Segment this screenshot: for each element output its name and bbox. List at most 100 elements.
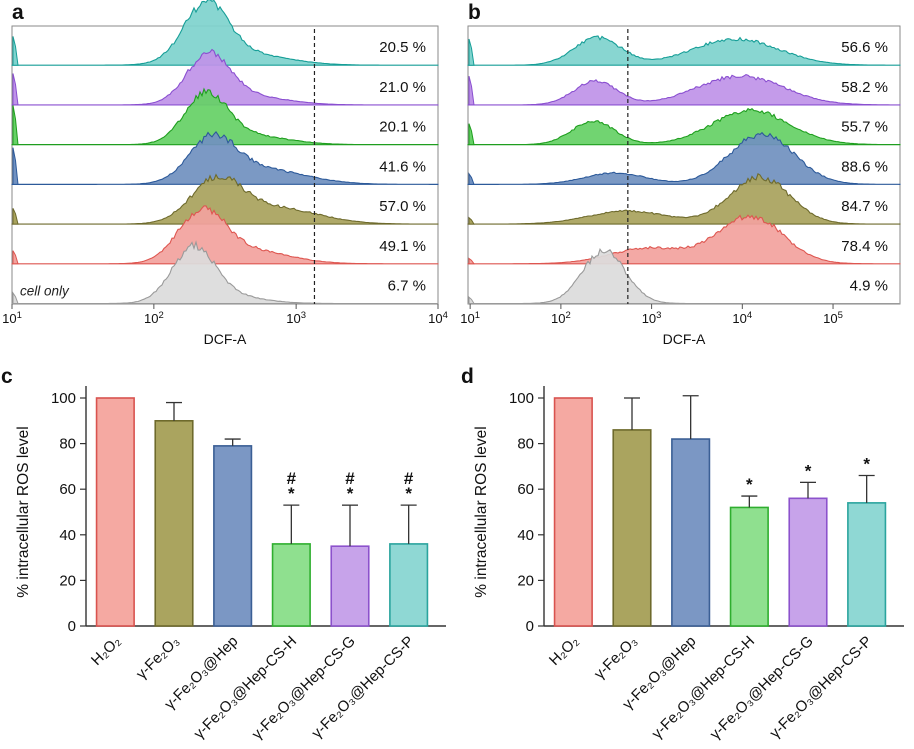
percent-label-gray: 4.9 % (850, 277, 888, 294)
significance-marker: # (345, 469, 355, 488)
histogram-curve-blue (11, 131, 439, 185)
y-tick-label: 40 (59, 527, 76, 544)
bar-γ-Fe₂O₃@Hep-CS-G (788, 497, 828, 627)
percent-label-olive: 57.0 % (379, 198, 426, 215)
bar-γ-Fe₂O₃@Hep-CS-P (847, 502, 887, 627)
category-label: H₂O₂ (88, 633, 124, 669)
percent-label-teal: 20.5 % (379, 39, 426, 56)
x-tick-label: 103 (642, 310, 662, 326)
x-axis-label: DCF-A (204, 331, 247, 347)
edge-spike-red (12, 250, 19, 265)
significance-marker: * (347, 484, 354, 503)
category-label: γ-Fe₂O₃@Hep-CS-G (249, 633, 359, 743)
edge-spike-purple (468, 75, 475, 106)
y-axis-label: % intracellular ROS level (15, 426, 32, 597)
significance-marker: # (404, 469, 414, 488)
edge-spike-teal (468, 38, 475, 66)
percent-label-blue: 88.6 % (841, 158, 888, 175)
bar-γ-Fe₂O₃@Hep-CS-H (271, 543, 311, 627)
percent-label-red: 49.1 % (379, 238, 426, 255)
x-tick-label: 105 (823, 310, 843, 326)
y-tick-label: 80 (517, 436, 534, 453)
edge-spike-gray (468, 296, 475, 304)
percent-label-purple: 21.0 % (379, 79, 426, 96)
histogram-curve-purple (11, 48, 439, 106)
y-tick-label: 60 (59, 481, 76, 498)
y-tick-label: 20 (59, 572, 76, 589)
x-tick-label: 102 (144, 310, 164, 326)
histogram-curve-gray (12, 240, 438, 305)
edge-spike-olive (12, 208, 19, 225)
flow-histogram-panel-a: 20.5 % 21.0 % 20.1 % 41.6 % 57.0 % 49.1 % 6.7 … (2, 0, 448, 347)
category-label: H₂O₂ (546, 633, 582, 669)
y-tick-label: 100 (509, 390, 534, 407)
panel-letter-d: d (461, 365, 474, 388)
significance-marker: # (287, 469, 297, 488)
edge-spike-red (468, 257, 475, 265)
percent-label-red: 78.4 % (841, 238, 888, 255)
bar-H₂O₂ (95, 397, 135, 627)
panel-letter-a: a (12, 1, 24, 24)
bar-γ-Fe₂O₃@Hep-CS-G (330, 545, 370, 627)
bar-γ-Fe₂O₃@Hep (213, 445, 253, 627)
x-tick-label: 104 (428, 310, 448, 326)
edge-spike-blue (468, 172, 475, 185)
edge-spike-purple (12, 73, 19, 106)
y-tick-label: 100 (51, 390, 76, 407)
y-tick-label: 0 (68, 618, 76, 635)
x-tick-label: 102 (551, 310, 571, 326)
edge-spike-olive (468, 216, 475, 225)
y-tick-label: 60 (517, 481, 534, 498)
x-tick-label: 104 (732, 310, 752, 326)
significance-marker: * (863, 455, 870, 474)
histogram-curve-purple (467, 73, 901, 106)
category-label: γ-Fe₂O₃@Hep-CS-P (308, 633, 417, 742)
percent-label-blue: 41.6 % (379, 158, 426, 175)
histogram-curve-teal (467, 35, 901, 66)
panel-letter-c: c (1, 365, 13, 388)
histogram-curve-olive (467, 172, 901, 225)
percent-label-green: 55.7 % (841, 119, 888, 136)
bar-γ-Fe₂O₃ (612, 429, 652, 627)
significance-marker: * (288, 484, 295, 503)
panel-letter-b: b (468, 1, 481, 24)
x-tick-label: 101 (2, 310, 22, 326)
y-tick-label: 20 (517, 572, 534, 589)
percent-label-purple: 58.2 % (841, 79, 888, 96)
bar-γ-Fe₂O₃@Hep-CS-H (729, 506, 769, 627)
bar-γ-Fe₂O₃@Hep (671, 438, 711, 627)
histogram-curve-teal (11, 0, 439, 66)
x-axis-label: DCF-A (663, 331, 706, 347)
edge-spike-green (468, 123, 475, 146)
x-tick-label: 103 (286, 310, 306, 326)
histogram-curve-blue (467, 131, 901, 185)
histogram-curve-red (467, 214, 901, 265)
percent-label-green: 20.1 % (379, 119, 426, 136)
edge-spike-green (12, 105, 19, 146)
flow-histogram-panel-b: 56.6 % 58.2 % 55.7 % 88.6 % 84.7 % 78.4 % 4.9 … (460, 25, 901, 347)
category-label: γ-Fe₂O₃@Hep-CS-H (649, 633, 759, 743)
percent-label-olive: 84.7 % (841, 198, 888, 215)
category-label: γ-Fe₂O₃@Hep-CS-P (766, 633, 875, 742)
x-tick-label: 101 (460, 310, 480, 326)
percent-label-teal: 56.6 % (841, 39, 888, 56)
histogram-curve-olive (11, 173, 439, 225)
bar-γ-Fe₂O₃ (154, 419, 194, 627)
category-label: γ-Fe₂O₃ (133, 633, 183, 683)
significance-marker: * (405, 484, 412, 503)
histogram-curve-green (467, 107, 901, 146)
edge-spike-gray (12, 291, 19, 304)
category-label: γ-Fe₂O₃ (591, 633, 641, 683)
significance-marker: * (805, 461, 812, 480)
y-tick-label: 40 (517, 527, 534, 544)
bar-γ-Fe₂O₃@Hep-CS-P (389, 543, 429, 627)
histogram-curve-green (11, 87, 439, 146)
y-tick-label: 0 (526, 618, 534, 635)
y-tick-label: 80 (59, 436, 76, 453)
cell-only-label: cell only (20, 284, 70, 299)
edge-spike-teal (12, 36, 19, 66)
histogram-curve-red (11, 205, 439, 265)
bar-H₂O₂ (553, 397, 593, 627)
